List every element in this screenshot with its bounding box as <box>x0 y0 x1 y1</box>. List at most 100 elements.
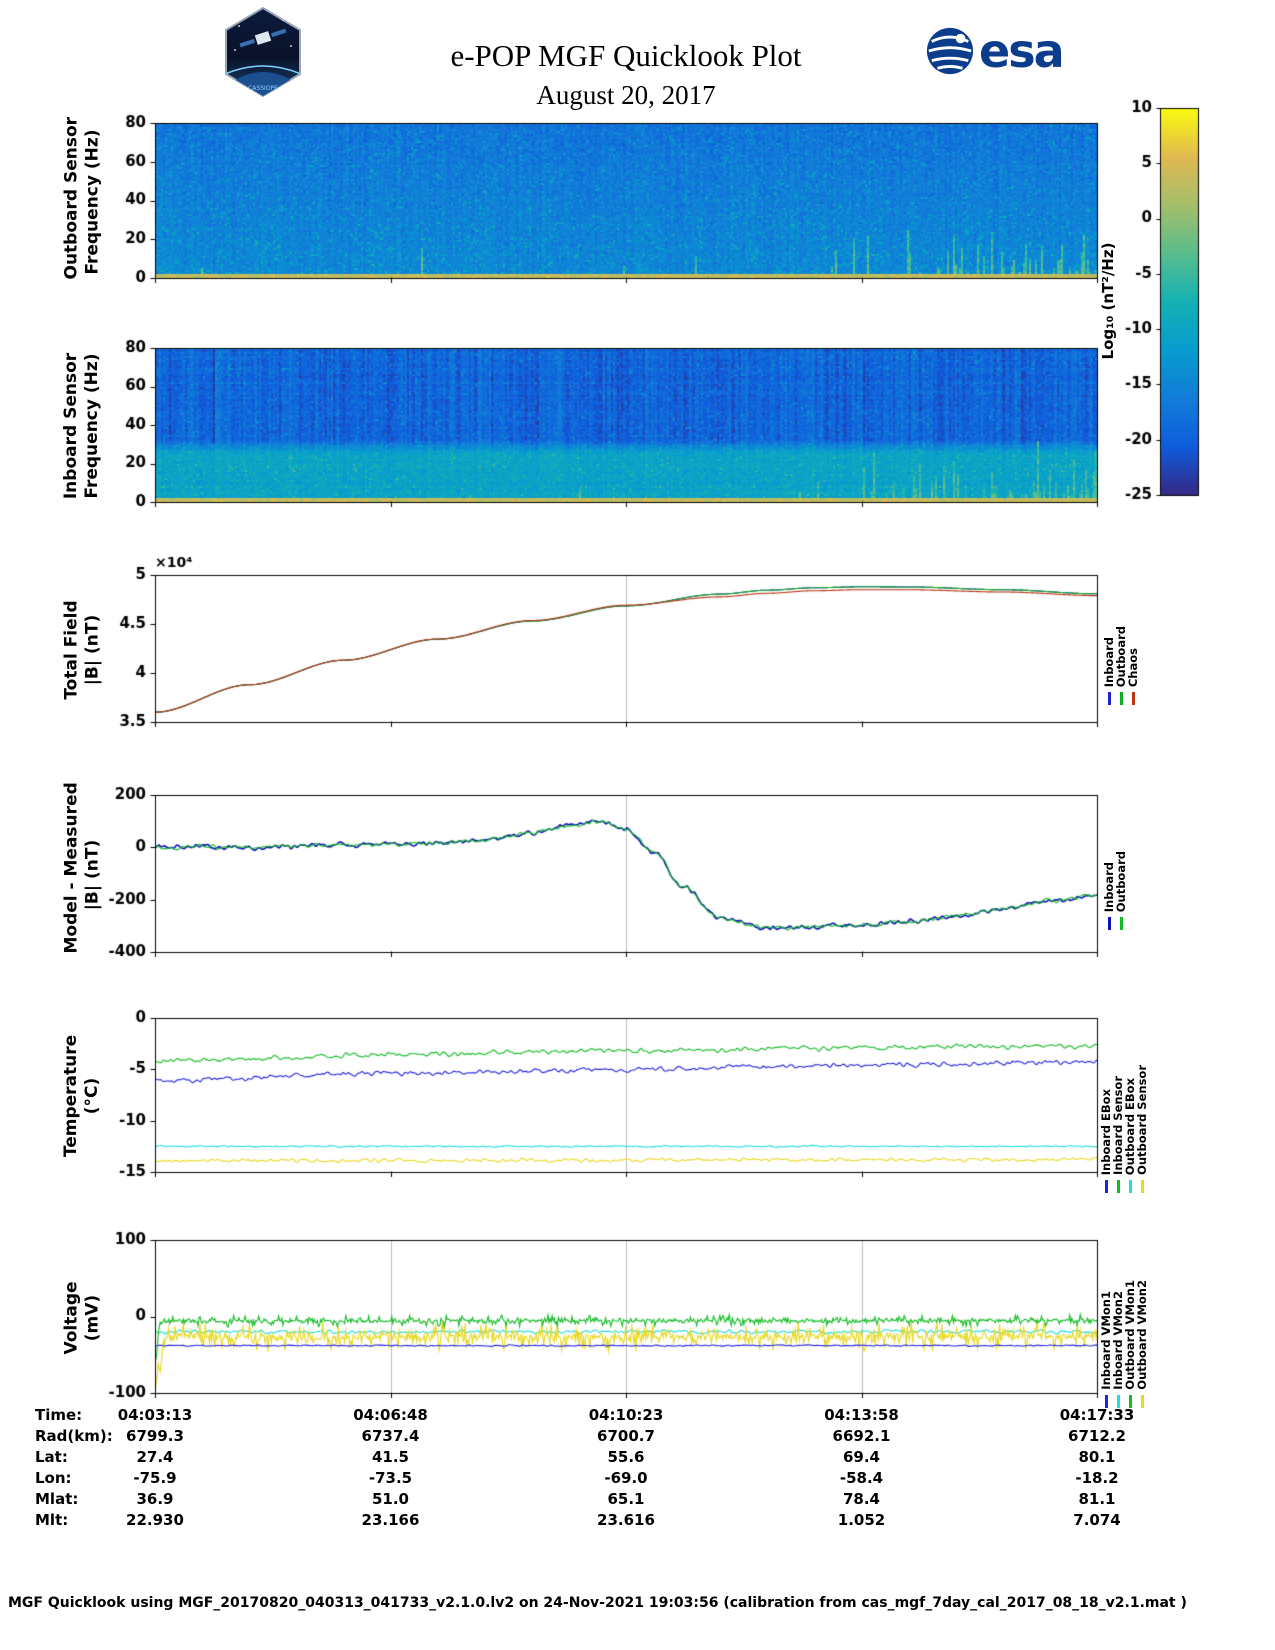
ephemeris-row-label: Rad(km): <box>35 1427 113 1445</box>
esa-globe-icon <box>926 27 974 75</box>
ylabel-line: (mV) <box>82 1294 102 1341</box>
legend-color-dash <box>1107 692 1111 705</box>
ephemeris-row-label: Time: <box>35 1406 83 1424</box>
legend-label: Outboard VMon2 <box>1135 1280 1149 1390</box>
ylabel-temperature: Temperature (°C) <box>61 1019 103 1173</box>
ephemeris-value: 65.1 <box>607 1490 645 1508</box>
ephemeris-value: 04:06:48 <box>353 1406 428 1424</box>
ephemeris-value: 23.166 <box>361 1511 420 1529</box>
ylabel-line: Temperature <box>61 1034 81 1158</box>
ylabel-line: (°C) <box>82 1077 102 1115</box>
legend-entry: Outboard <box>1114 795 1128 930</box>
legend-color-dash <box>1116 1395 1120 1408</box>
inboard-spectrogram-canvas <box>0 318 1110 517</box>
ephemeris-value: 36.9 <box>136 1490 174 1508</box>
ephemeris-value: 6712.2 <box>1068 1427 1126 1445</box>
ylabel-voltage: Voltage (mV) <box>61 1241 103 1394</box>
legend-entry: Inboard <box>1102 575 1116 705</box>
ephemeris-value: -73.5 <box>368 1469 413 1487</box>
legend-color-dash <box>1140 1395 1144 1408</box>
legend-color-dash <box>1131 692 1135 705</box>
ephemeris-value: 6692.1 <box>832 1427 891 1445</box>
mission-logo: CASSIOPE <box>225 6 301 98</box>
esa-wordmark: esa <box>979 24 1065 78</box>
ylabel-line: Frequency (Hz) <box>82 353 102 499</box>
ephemeris-value: 51.0 <box>371 1490 409 1508</box>
legend-color-dash <box>1128 1180 1132 1193</box>
legend-color-dash <box>1104 1395 1108 1408</box>
total-field-plot-canvas <box>0 545 1110 737</box>
ephemeris-row-label: Lat: <box>35 1448 68 1466</box>
legend-model-measured: Inboard Outboard <box>1102 795 1128 930</box>
legend-label: Chaos <box>1126 647 1140 687</box>
ylabel-line: |B| (nT) <box>82 839 102 910</box>
colorbar-label: Log₁₀ (nT²/Hz) <box>1099 242 1117 360</box>
temperature-plot-canvas <box>0 988 1110 1187</box>
legend-total-field: Inboard Outboard Chaos <box>1102 575 1140 705</box>
ephemeris-value: -58.4 <box>839 1469 884 1487</box>
legend-voltage: Inboard VMon1 Inboard VMon2 Outboard VMo… <box>1099 1240 1149 1408</box>
ephemeris-row-label: Mlat: <box>35 1490 79 1508</box>
esa-logo: esa <box>925 24 1065 78</box>
ephemeris-value: 22.930 <box>126 1511 184 1529</box>
colorbar-canvas <box>1110 95 1205 515</box>
ylabel-total-field: Total Field |B| (nT) <box>61 576 103 723</box>
ephemeris-value: -18.2 <box>1075 1469 1119 1487</box>
ephemeris-row-label: Mlt: <box>35 1511 69 1529</box>
voltage-plot-canvas <box>0 1210 1110 1408</box>
ephemeris-value: 04:13:58 <box>824 1406 899 1424</box>
ylabel-outboard-spectrogram: Outboard Sensor Frequency (Hz) <box>61 116 103 279</box>
legend-entry: Outboard VMon2 <box>1135 1240 1149 1408</box>
footer-caption: MGF Quicklook using MGF_20170820_040313_… <box>8 1595 1187 1611</box>
legend-entry: Outboard VMon1 <box>1123 1240 1137 1408</box>
mission-logo-text: CASSIOPE <box>248 85 278 92</box>
ephemeris-value: 23.616 <box>597 1511 655 1529</box>
legend-color-dash <box>1119 692 1123 705</box>
ephemeris-row-label: Lon: <box>35 1469 72 1487</box>
legend-entry: Inboard <box>1102 795 1116 930</box>
ephemeris-value: 27.4 <box>136 1448 174 1466</box>
legend-color-dash <box>1116 1180 1120 1193</box>
legend-entry: Outboard Sensor <box>1135 1018 1149 1193</box>
legend-label: Outboard <box>1114 850 1128 912</box>
ylabel-line: Inboard Sensor <box>61 352 81 500</box>
ylabel-line: Model - Measured <box>61 781 81 953</box>
legend-entry: Inboard Sensor <box>1111 1018 1125 1193</box>
ephemeris-value: 41.5 <box>371 1448 409 1466</box>
legend-label: Outboard Sensor <box>1135 1065 1149 1175</box>
ephemeris-value: 6799.3 <box>126 1427 184 1445</box>
legend-entry: Chaos <box>1126 575 1140 705</box>
legend-color-dash <box>1107 917 1111 930</box>
ylabel-line: Voltage <box>61 1280 81 1355</box>
ephemeris-value: 78.4 <box>842 1490 880 1508</box>
ylabel-model-measured: Model - Measured |B| (nT) <box>61 781 103 953</box>
ephemeris-value: 55.6 <box>607 1448 645 1466</box>
ylabel-line: |B| (nT) <box>82 614 102 685</box>
ephemeris-value: 6737.4 <box>361 1427 420 1445</box>
ephemeris-value: -75.9 <box>133 1469 177 1487</box>
ephemeris-value: 81.1 <box>1078 1490 1116 1508</box>
ylabel-line: Frequency (Hz) <box>82 128 102 275</box>
ephemeris-value: 04:03:13 <box>117 1406 193 1424</box>
ephemeris-value: -69.0 <box>604 1469 648 1487</box>
ephemeris-value: 7.074 <box>1073 1511 1121 1529</box>
legend-color-dash <box>1128 1395 1132 1408</box>
page-title: e-POP MGF Quicklook Plot <box>450 38 802 73</box>
legend-entry: Outboard <box>1114 575 1128 705</box>
legend-entry: Inboard VMon2 <box>1111 1240 1125 1408</box>
mission-logo-art <box>226 19 300 96</box>
legend-color-dash <box>1104 1180 1108 1193</box>
legend-color-dash <box>1119 917 1123 930</box>
ylabel-line: Outboard Sensor <box>61 116 81 279</box>
ylabel-inboard-spectrogram: Inboard Sensor Frequency (Hz) <box>61 349 103 503</box>
ephemeris-value: 6700.7 <box>597 1427 655 1445</box>
legend-entry: Inboard EBox <box>1099 1018 1113 1193</box>
legend-color-dash <box>1140 1180 1144 1193</box>
ephemeris-value: 80.1 <box>1078 1448 1116 1466</box>
legend-temperature: Inboard EBox Inboard Sensor Outboard EBo… <box>1099 1018 1149 1193</box>
legend-entry: Outboard EBox <box>1123 1018 1137 1193</box>
ephemeris-value: 04:17:33 <box>1059 1406 1135 1424</box>
ephemeris-value: 04:10:23 <box>588 1406 664 1424</box>
legend-entry: Inboard VMon1 <box>1099 1240 1113 1408</box>
